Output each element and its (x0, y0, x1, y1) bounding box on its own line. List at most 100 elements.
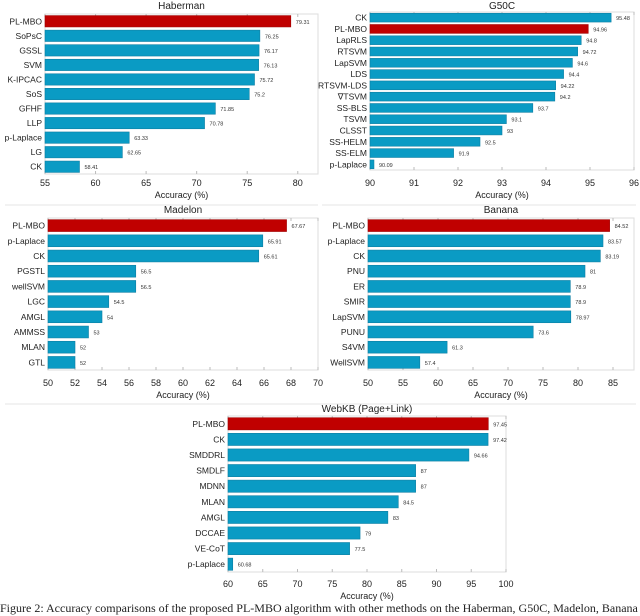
data-label: 79 (365, 532, 371, 538)
x-tick-label: 96 (629, 178, 639, 188)
figure-caption: Figure 2: Accuracy comparisons of the pr… (0, 601, 638, 615)
data-label: 67.67 (292, 224, 306, 230)
x-tick-label: 50 (43, 378, 53, 388)
data-label: 76.17 (264, 49, 278, 55)
bar-er (367, 280, 571, 293)
bar-wellsvm (367, 356, 421, 369)
data-label: 94.2 (560, 95, 571, 101)
data-label: 83 (393, 516, 399, 522)
bar-p-laplace (227, 557, 234, 571)
data-label: 75.2 (254, 93, 265, 99)
bar-amgl (47, 310, 103, 324)
data-label: 87 (421, 485, 427, 491)
bar-dccae (227, 526, 361, 540)
data-label: 83.57 (608, 239, 622, 245)
data-label: 58.41 (84, 165, 98, 171)
data-label: 94.6 (577, 61, 588, 67)
data-label: 92.5 (485, 140, 496, 146)
plot-frame (367, 217, 635, 371)
chart-madelon: Madelon Accuracy (%) 50 52 54 56 58 60 62 64 66 68 7… (8, 205, 323, 400)
data-label: 65.61 (264, 255, 278, 261)
category-label: PL-MBO (334, 24, 367, 34)
category-label: LDS (350, 69, 367, 79)
category-label: SMDDRL (189, 450, 225, 460)
bar-tsvm (369, 114, 507, 124)
category-label: ER (353, 281, 365, 291)
chart-title: Madelon (164, 205, 202, 216)
bar-ck (44, 160, 80, 173)
category-label: VE-CoT (195, 544, 225, 554)
category-label: SoS (26, 89, 42, 99)
category-label: MLAN (201, 497, 225, 507)
chart-banana: Banana Accuracy (%) 50 55 60 65 70 75 80 85 PL-MBO… (328, 205, 635, 400)
bar-gfhf (44, 102, 216, 115)
x-tick-label: 60 (223, 579, 233, 589)
data-label: 94.4 (569, 73, 580, 79)
category-label: RTSVM (337, 47, 367, 57)
bar-ammss (47, 325, 89, 339)
data-label: 95.48 (616, 16, 630, 22)
x-tick-label: 60 (178, 378, 188, 388)
x-tick-label: 92 (453, 178, 463, 188)
x-tick-label: 75 (538, 378, 548, 388)
x-tick-label: 80 (293, 178, 303, 188)
data-label: 52 (80, 361, 86, 367)
data-label: 56.5 (141, 285, 152, 291)
category-label: ∇TSVM (337, 92, 367, 102)
x-tick-label: 55 (398, 378, 408, 388)
category-label: AMMSS (14, 327, 46, 337)
category-label: AMGL (201, 512, 225, 522)
data-label: 94.66 (474, 454, 488, 460)
category-label: p-Laplace (8, 236, 46, 246)
data-label: 56.5 (141, 270, 152, 276)
category-label: WellSVM (330, 357, 365, 367)
x-tick-label: 93 (497, 178, 507, 188)
data-label: 53 (94, 331, 100, 337)
data-label: 93.1 (511, 118, 522, 124)
data-label: 63.33 (134, 136, 148, 142)
bar-rtsvm (369, 46, 578, 57)
x-tick-label: 70 (503, 378, 513, 388)
category-label: CLSST (340, 126, 367, 136)
category-label: SS-ELM (335, 148, 367, 158)
x-tick-label: 60 (433, 378, 443, 388)
data-label: 76.25 (265, 34, 279, 40)
data-label: 94.8 (586, 39, 597, 45)
bar-mlan (227, 495, 399, 509)
category-label: DCCAE (195, 528, 225, 538)
bar-clsst (369, 125, 503, 136)
category-label: PGSTL (17, 266, 45, 276)
data-label: 87 (421, 469, 427, 475)
bar-lds (369, 69, 564, 79)
x-tick-label: 54 (97, 378, 107, 388)
bar-mlan (47, 340, 76, 354)
chart-title: G50C (489, 1, 515, 12)
x-tick-label: 80 (573, 378, 583, 388)
bar-lapsvm (369, 58, 573, 68)
bar-rtsvm-lds (369, 80, 556, 91)
bar-p-laplace (369, 159, 375, 170)
x-tick-label: 90 (431, 579, 441, 589)
category-label: LLP (27, 118, 42, 128)
x-tick-label: 66 (259, 378, 269, 388)
bar-p-laplace (47, 234, 264, 248)
data-label: 57.4 (425, 361, 436, 367)
bar-ve-cot (227, 542, 350, 555)
x-tick-label: 64 (232, 378, 242, 388)
bar-smdlf (227, 464, 416, 477)
category-label: SS-BLS (337, 103, 368, 113)
chart-title: Banana (484, 205, 519, 216)
bar-ss-bls (369, 103, 534, 113)
data-label: 70.78 (210, 122, 224, 128)
data-label: 52 (80, 346, 86, 352)
x-tick-label: 55 (40, 178, 50, 188)
x-tick-label: 62 (205, 378, 215, 388)
category-label: SVM (24, 60, 42, 70)
category-label: AMGL (21, 312, 45, 322)
bar-pl-mbo (44, 15, 292, 28)
data-label: 61.3 (452, 346, 463, 352)
chart-haberman: Haberman Accuracy (%) 55 60 65 70 75 80 PL-MBO 79… (5, 1, 319, 200)
x-tick-label: 50 (363, 378, 373, 388)
x-tick-label: 52 (70, 378, 80, 388)
